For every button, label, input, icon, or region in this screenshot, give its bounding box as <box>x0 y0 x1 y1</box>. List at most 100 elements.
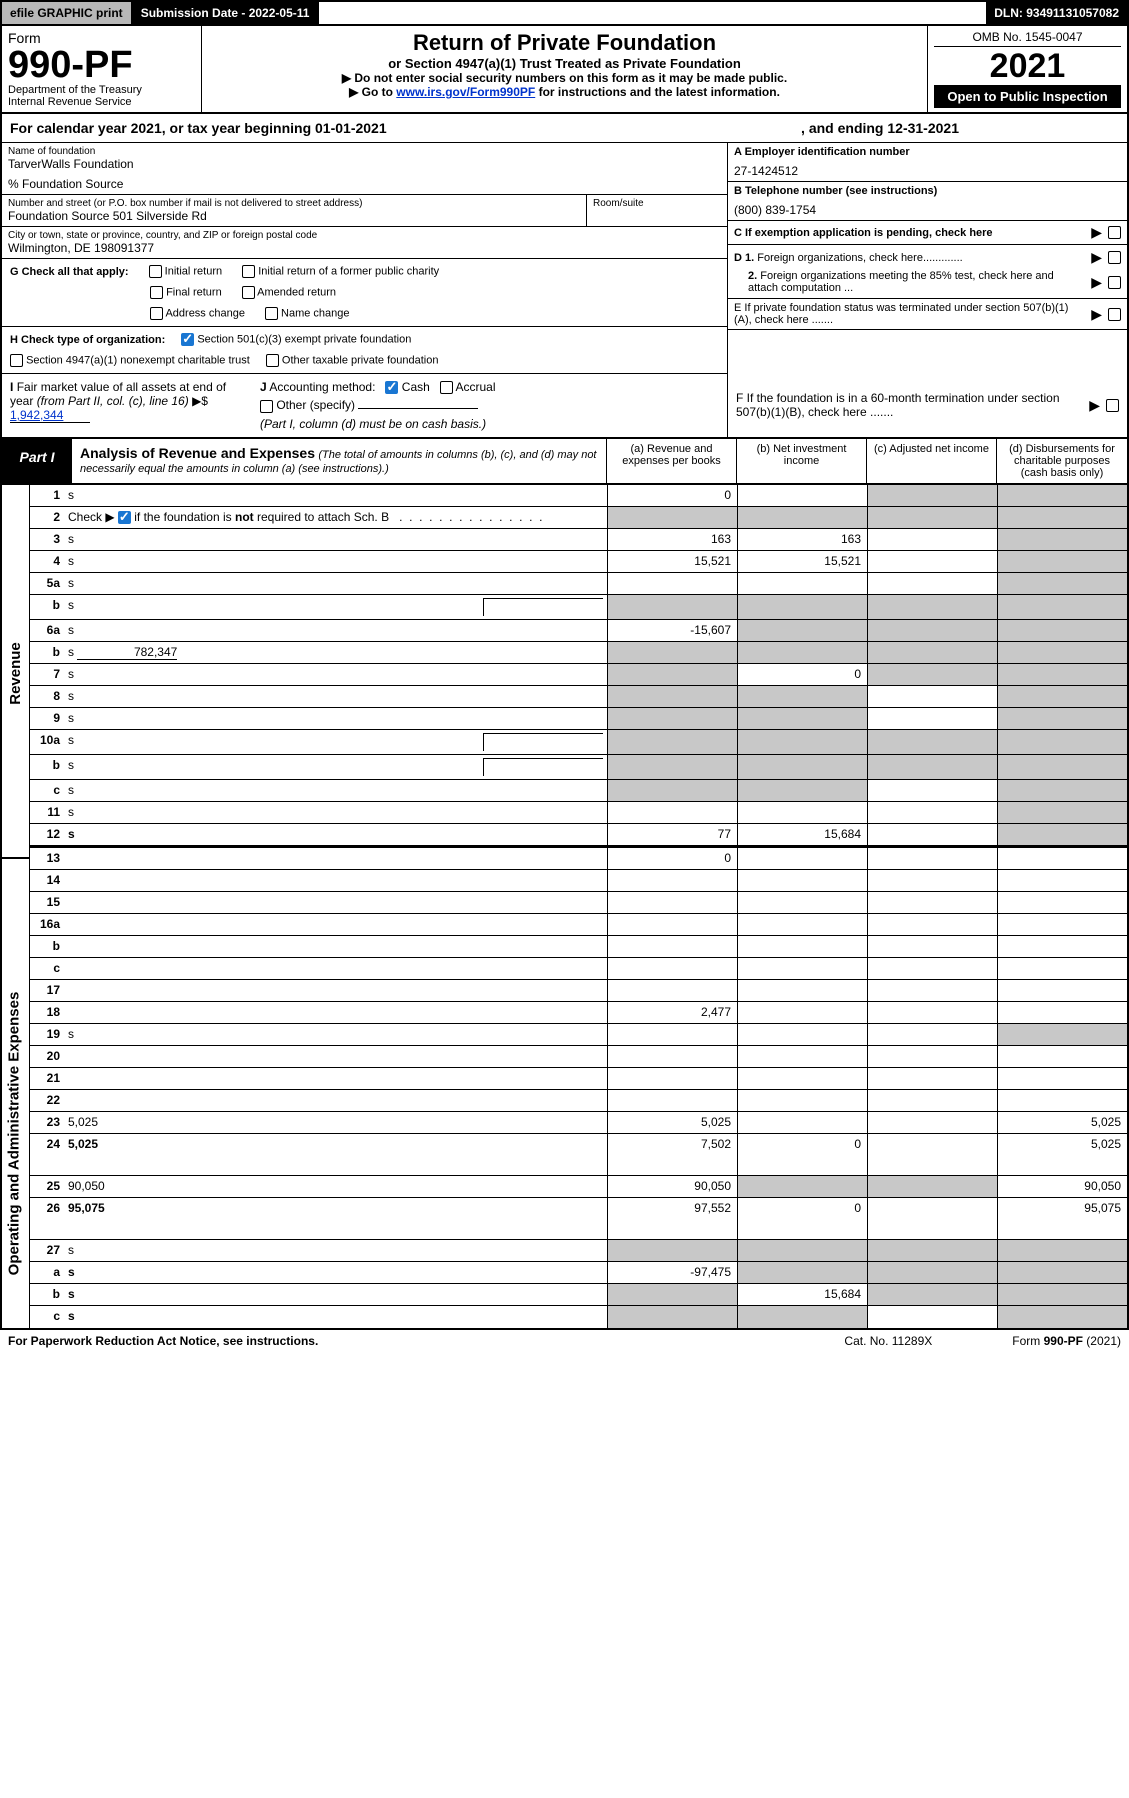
fmv-value[interactable]: 1,942,344 <box>10 408 90 423</box>
line-8: 8s <box>30 686 1127 708</box>
cell: 15,521 <box>607 551 737 572</box>
cell <box>737 595 867 619</box>
cell <box>867 1176 997 1197</box>
chk-cash[interactable] <box>385 381 398 394</box>
arrow-icon: ▶ <box>1089 397 1100 414</box>
line-desc: s <box>64 1262 607 1283</box>
cell <box>867 1262 997 1283</box>
dept-treasury: Department of the Treasury <box>8 84 195 96</box>
chk-status-terminated[interactable] <box>1108 308 1121 321</box>
cell: 97,552 <box>607 1198 737 1239</box>
efile-label[interactable]: efile GRAPHIC print <box>2 2 133 24</box>
line-22: 22 <box>30 1090 1127 1112</box>
line-11: 11s <box>30 802 1127 824</box>
chk-initial-return[interactable] <box>149 265 162 278</box>
line-number: 27 <box>30 1240 64 1261</box>
room-suite-label: Room/suite <box>587 195 727 226</box>
chk-amended-return[interactable] <box>242 286 255 299</box>
cell <box>607 936 737 957</box>
line-desc <box>64 1046 607 1067</box>
cell <box>607 730 737 754</box>
cell <box>997 730 1127 754</box>
info-right: A Employer identification number 27-1424… <box>727 143 1127 374</box>
line-number: b <box>30 936 64 957</box>
cell <box>607 780 737 801</box>
line-desc <box>64 980 607 1001</box>
line-number: 10a <box>30 730 64 754</box>
cell <box>867 686 997 707</box>
cell <box>737 870 867 891</box>
info-left: Name of foundation TarverWalls Foundatio… <box>2 143 727 374</box>
cell: 0 <box>607 848 737 869</box>
chk-4947a1[interactable] <box>10 354 23 367</box>
opt-cash: Cash <box>402 380 430 394</box>
cell <box>737 1024 867 1045</box>
chk-initial-former[interactable] <box>242 265 255 278</box>
line-10a: 10as <box>30 730 1127 755</box>
cell <box>997 642 1127 663</box>
cell <box>607 802 737 823</box>
chk-address-change[interactable] <box>150 307 163 320</box>
line-number: 19 <box>30 1024 64 1045</box>
cell <box>737 507 867 528</box>
city-label: City or town, state or province, country… <box>8 230 721 241</box>
cell <box>737 1176 867 1197</box>
cell <box>737 642 867 663</box>
line-c: cs <box>30 780 1127 802</box>
cell <box>867 936 997 957</box>
line-number: b <box>30 595 64 619</box>
line-number: b <box>30 642 64 663</box>
cell <box>867 664 997 685</box>
line-number: 13 <box>30 848 64 869</box>
cell <box>997 1240 1127 1261</box>
line-16a: 16a <box>30 914 1127 936</box>
cell <box>737 958 867 979</box>
chk-foreign-85[interactable] <box>1108 276 1121 289</box>
cell <box>737 892 867 913</box>
line-number: 3 <box>30 529 64 550</box>
form-note-1: ▶ Do not enter social security numbers o… <box>210 71 919 85</box>
cell <box>997 1284 1127 1305</box>
cal-year-text: For calendar year 2021, or tax year begi… <box>10 120 387 136</box>
line-number: c <box>30 958 64 979</box>
cell <box>997 573 1127 594</box>
rows-container: 1s02Check ▶ if the foundation is not req… <box>30 485 1127 1328</box>
f-termination-row: F If the foundation is in a 60-month ter… <box>727 374 1127 437</box>
chk-other-method[interactable] <box>260 400 273 413</box>
chk-accrual[interactable] <box>440 381 453 394</box>
chk-501c3[interactable] <box>181 333 194 346</box>
line-desc: 90,050 <box>64 1176 607 1197</box>
i-j-f-row: I Fair market value of all assets at end… <box>0 374 1129 438</box>
part1-title: Analysis of Revenue and Expenses <box>80 445 315 461</box>
line-desc: s <box>64 802 607 823</box>
line-c: cs <box>30 1306 1127 1328</box>
chk-foreign-org[interactable] <box>1108 251 1121 264</box>
cell <box>867 642 997 663</box>
cell: 77 <box>607 824 737 845</box>
chk-60-month[interactable] <box>1106 399 1119 412</box>
cell <box>867 1090 997 1111</box>
line-desc: s <box>64 620 607 641</box>
cell <box>997 1306 1127 1328</box>
cell <box>867 892 997 913</box>
line-27: 27s <box>30 1240 1127 1262</box>
cell <box>997 780 1127 801</box>
cell: -97,475 <box>607 1262 737 1283</box>
cell <box>997 507 1127 528</box>
top-bar: efile GRAPHIC print Submission Date - 20… <box>0 0 1129 26</box>
cell: 0 <box>737 1198 867 1239</box>
form-link[interactable]: www.irs.gov/Form990PF <box>396 85 535 99</box>
line-number: 7 <box>30 664 64 685</box>
cell <box>867 848 997 869</box>
chk-exemption-pending[interactable] <box>1108 226 1121 239</box>
cell <box>997 870 1127 891</box>
phone-label: B Telephone number (see instructions) <box>734 185 1121 197</box>
opt-501c3: Section 501(c)(3) exempt private foundat… <box>197 333 411 345</box>
cell <box>867 1240 997 1261</box>
cell <box>997 1024 1127 1045</box>
chk-final-return[interactable] <box>150 286 163 299</box>
chk-other-taxable[interactable] <box>266 354 279 367</box>
chk-name-change[interactable] <box>265 307 278 320</box>
i-label: Fair market value of all assets at end o… <box>10 380 226 408</box>
chk-sch-b[interactable] <box>118 511 131 524</box>
